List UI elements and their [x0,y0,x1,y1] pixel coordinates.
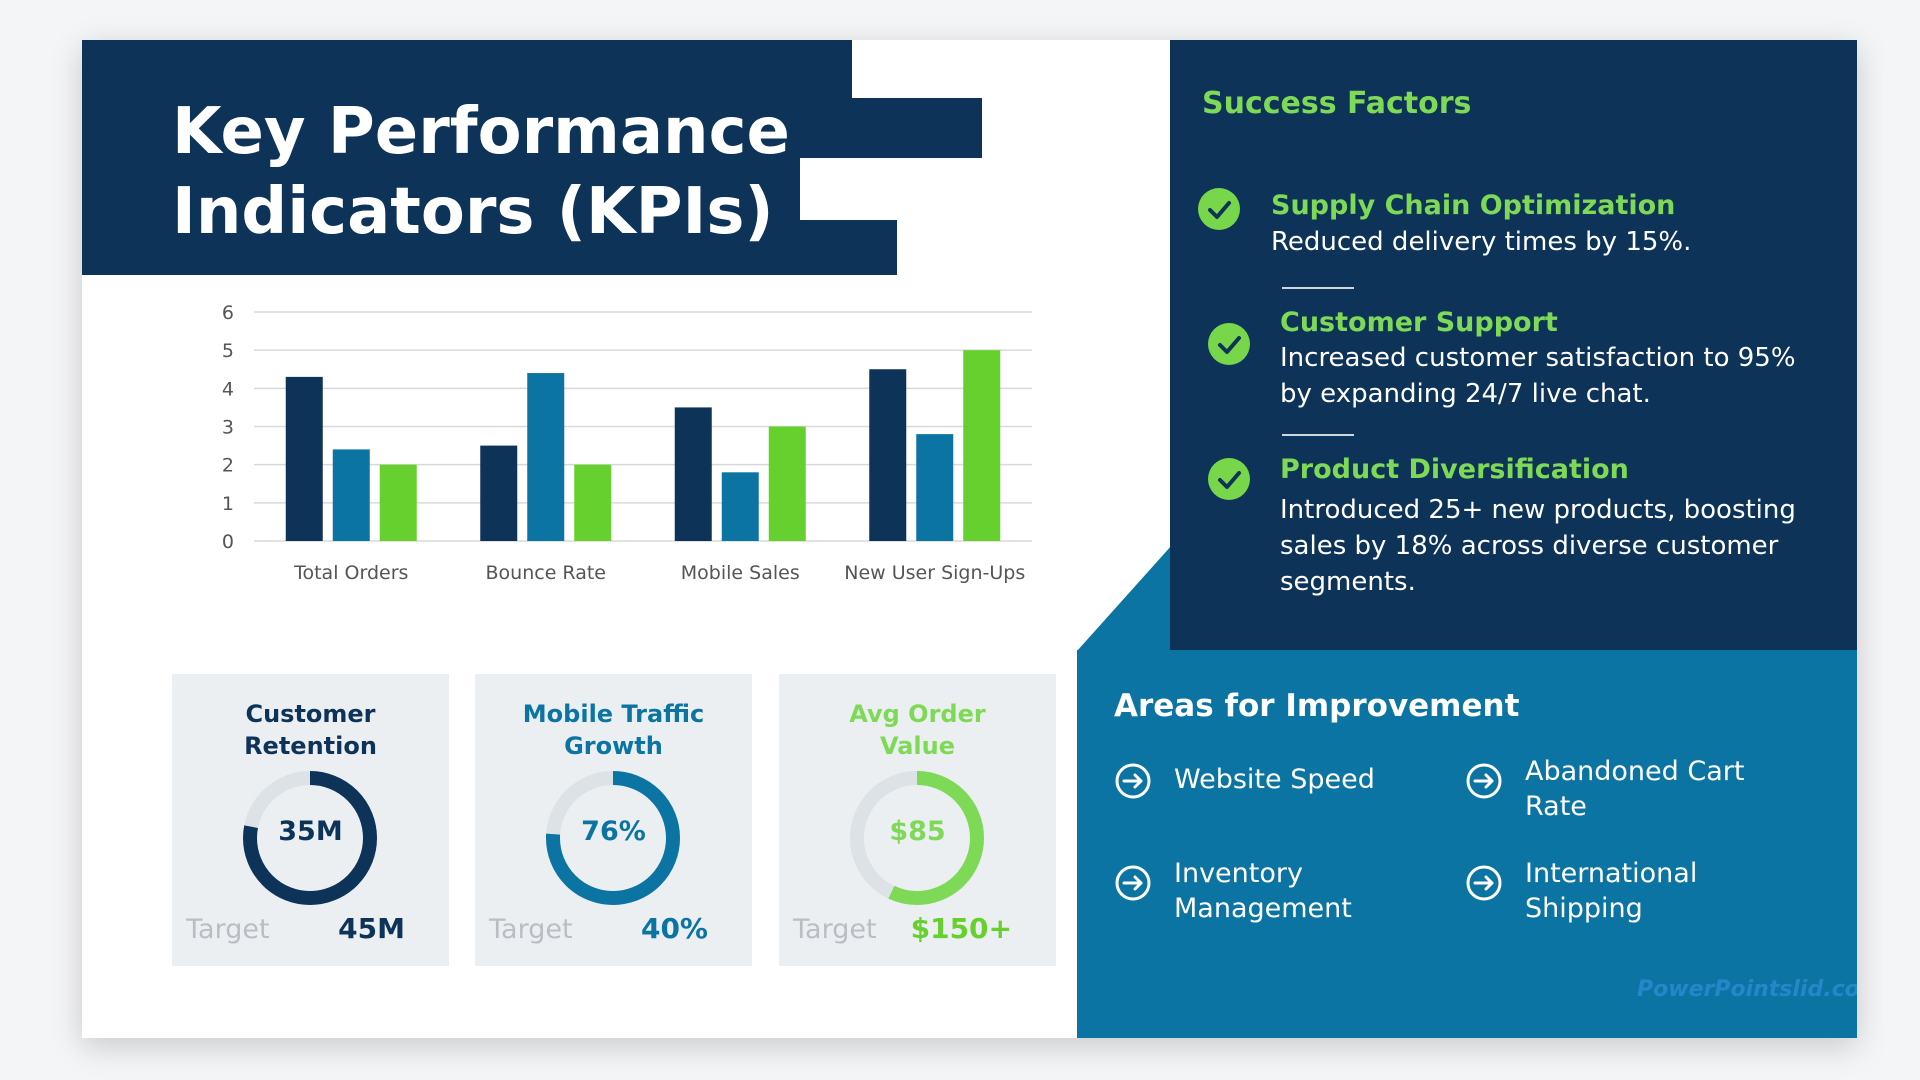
watermark-logo: PowerPointslid.com [1637,977,1857,1002]
divider [1282,434,1354,436]
bar [285,376,323,541]
success-factors-title: Success Factors [1202,86,1472,121]
improvement-label: International Shipping [1525,858,1698,924]
bar [379,464,417,541]
success-factor-desc: Increased customer satisfaction to 95% b… [1280,343,1796,409]
improvement-title: Areas for Improvement [1114,688,1520,724]
areas-for-improvement-panel: Areas for Improvement Website Speed Aban… [1077,650,1857,1038]
kpi-center-value: 76% [581,816,646,847]
bar [674,407,712,541]
y-tick-label: 1 [222,493,234,515]
bar [869,369,907,541]
kpi-title: Customer Retention [172,698,449,762]
ring-progress [546,771,680,905]
kpi-title-line-2: Growth [564,732,663,760]
bar [963,350,1001,541]
bar [916,434,954,541]
success-factor-desc: Reduced delivery times by 15%. [1271,227,1692,257]
success-factor-heading: Supply Chain Optimization [1271,190,1676,221]
arrow-circle-right-icon [1115,865,1151,901]
bar [527,373,565,541]
title-background [82,40,982,275]
bar [768,426,806,541]
bar [480,445,518,541]
title-line-2: Indicators (KPIs) [172,175,774,249]
kpi-target-label: Target [186,914,270,945]
y-tick-label: 0 [222,531,234,553]
arrow-circle-right-icon [1466,763,1502,799]
kpi-title-line-2: Retention [244,732,377,760]
kpi-card-avg-order-value: Avg Order Value $85 Target $150+ [779,674,1056,966]
x-tick-label: Mobile Sales [681,562,800,584]
bar-chart: 0 1 2 3 4 5 6 Total Orders Bounce Rate Mobile Sal… [162,298,1062,688]
kpi-ring [546,771,680,905]
arrow-circle-right-icon [1115,763,1151,799]
kpi-target-label: Target [793,914,877,945]
divider [1282,287,1354,289]
kpi-center-value: 35M [278,816,343,847]
y-tick-label: 2 [222,455,234,477]
ring-progress [850,771,984,905]
x-tick-label: Bounce Rate [486,562,607,584]
check-circle-icon [1198,188,1240,230]
bar [721,472,759,541]
kpi-card-customer-retention: Customer Retention 35M Target 45M [172,674,449,966]
kpi-title-line-2: Value [879,732,956,760]
kpi-target-value: 45M [338,912,405,945]
success-factor-heading: Product Diversification [1280,454,1629,485]
ring-progress [243,771,377,905]
kpi-ring [243,771,377,905]
kpi-title: Avg Order Value [779,698,1056,762]
check-circle-icon [1208,323,1250,365]
kpi-center-value: $85 [889,816,946,847]
x-tick-label: Total Orders [293,562,408,584]
improvement-label: Website Speed [1174,764,1375,795]
kpi-target-value: 40% [640,912,708,945]
success-factor-desc: Introduced 25+ new products, boosting sa… [1280,495,1796,597]
success-factor-heading: Customer Support [1280,307,1558,338]
success-factors-panel: Success Factors Supply Chain Optimizatio… [1170,40,1857,650]
arrow-circle-right-icon [1466,865,1502,901]
title-block: Key Performance Indicators (KPIs) [82,40,1082,275]
panel-diagonal-accent [1077,545,1172,651]
improvement-label: Abandoned Cart Rate [1525,756,1745,822]
title-line-1: Key Performance [172,95,790,169]
kpi-title-line-1: Avg Order [849,700,986,728]
check-circle-icon [1208,458,1250,500]
x-tick-label: New User Sign-Ups [844,562,1025,584]
y-tick-label: 3 [222,417,234,439]
kpi-ring [850,771,984,905]
bar-chart-svg: 0 1 2 3 4 5 6 Total Orders Bounce Rate Mobile Sal… [222,302,1032,584]
kpi-target-value: $150+ [910,912,1012,945]
improvement-label: Inventory Management [1174,858,1352,924]
bar [332,449,370,541]
kpi-card-mobile-traffic-growth: Mobile Traffic Growth 76% Target 40% [475,674,752,966]
kpi-target-label: Target [489,914,573,945]
kpi-title-line-1: Customer [245,700,376,728]
kpi-title-line-1: Mobile Traffic [522,700,705,728]
y-tick-label: 4 [222,378,234,400]
y-tick-label: 5 [222,340,234,362]
bar [574,464,612,541]
kpi-title: Mobile Traffic Growth [475,698,752,762]
y-tick-label: 6 [222,302,234,324]
page-title: Key Performance Indicators (KPIs) [172,92,790,252]
